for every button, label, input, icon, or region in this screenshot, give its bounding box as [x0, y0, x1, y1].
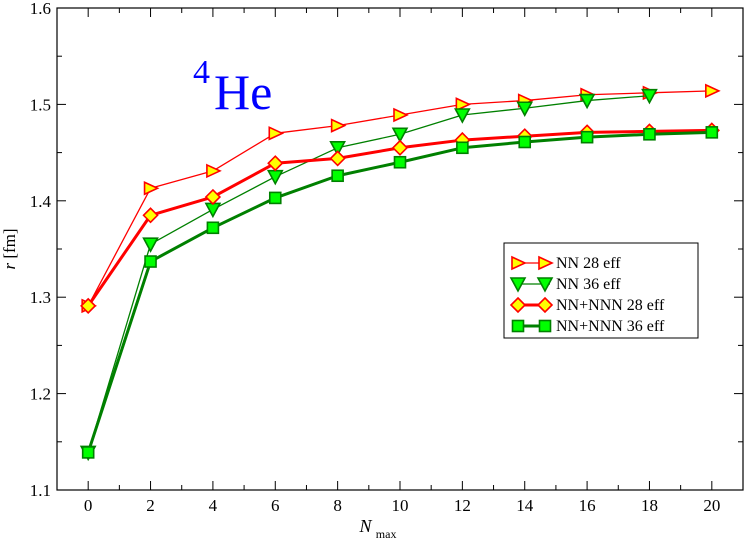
data-point — [267, 155, 284, 172]
legend-marker — [536, 296, 554, 314]
x-tick-label: 8 — [333, 496, 342, 515]
data-point — [456, 141, 469, 155]
legend: NN 28 eff NN 36 eff NN+NNN 28 eff NN+NNN 36… — [503, 242, 699, 339]
data-point — [518, 135, 532, 149]
y-axis-label-unit: [fm] — [0, 228, 19, 258]
data-point — [705, 83, 721, 99]
x-axis-label-sub: max — [376, 527, 397, 541]
x-tick-label: 20 — [703, 496, 720, 515]
legend-items: NN 28 eff NN 36 eff NN+NNN 28 eff NN+NNN 36… — [509, 255, 665, 335]
y-tick-label: 1.2 — [30, 385, 51, 404]
axis-ticks: 0 2 4 6 8 10 12 14 16 18 20 1.1 1.2 1.3 1.4 1.5 1.6 — [30, 0, 743, 515]
legend-entry: NN 28 eff — [511, 255, 621, 272]
data-point — [204, 202, 222, 219]
legend-label: NN+NNN 36 eff — [556, 318, 665, 335]
y-tick-label: 1.1 — [30, 481, 51, 500]
series-layer — [79, 83, 721, 462]
data-point — [455, 97, 472, 112]
data-point — [80, 297, 97, 315]
data-point — [516, 101, 534, 117]
x-tick-label: 14 — [516, 496, 534, 515]
y-tick-label: 1.6 — [30, 0, 51, 18]
data-point — [330, 118, 347, 133]
data-point — [391, 127, 409, 143]
data-point — [393, 107, 409, 123]
data-point — [578, 93, 596, 110]
data-point — [705, 126, 719, 139]
x-tick-label: 6 — [271, 496, 280, 515]
data-point — [268, 191, 282, 205]
data-point — [144, 255, 157, 268]
x-tick-label: 16 — [579, 496, 596, 515]
data-point — [580, 130, 594, 144]
element-symbol: He — [214, 64, 272, 120]
legend-marker — [538, 255, 554, 271]
legend-label: NN 28 eff — [556, 255, 621, 272]
x-tick-label: 2 — [146, 496, 155, 515]
legend-entry: NN+NNN 28 eff — [509, 296, 665, 314]
data-point — [329, 150, 346, 167]
series-line — [87, 95, 650, 453]
legend-marker — [511, 255, 527, 271]
legend-entry: NN 36 eff — [509, 276, 621, 293]
data-point — [206, 221, 220, 235]
y-tick-label: 1.5 — [30, 95, 51, 114]
legend-marker — [538, 319, 552, 333]
data-point — [266, 169, 284, 186]
element-annotation: 4 He — [193, 54, 272, 120]
y-axis-label: r [fm] — [0, 228, 19, 269]
data-point — [454, 108, 471, 124]
x-axis-label-main: N — [359, 516, 373, 536]
data-point — [204, 188, 222, 206]
legend-marker — [509, 277, 527, 293]
x-tick-label: 18 — [641, 496, 658, 515]
legend-label: NN 36 eff — [556, 276, 621, 293]
x-tick-label: 12 — [454, 496, 471, 515]
legend-label: NN+NNN 28 eff — [556, 297, 665, 314]
y-tick-label: 1.3 — [30, 288, 51, 307]
mass-number: 4 — [193, 54, 210, 91]
x-tick-label: 4 — [209, 496, 218, 515]
data-point — [641, 88, 658, 105]
series-4 — [81, 126, 719, 459]
data-point — [143, 181, 160, 196]
x-tick-label: 10 — [392, 496, 409, 515]
data-point — [391, 139, 409, 156]
data-point — [268, 126, 285, 141]
data-point — [142, 237, 159, 253]
x-axis-label: N max — [359, 516, 397, 541]
data-point — [331, 169, 344, 183]
series-3 — [80, 122, 720, 315]
x-tick-label: 0 — [84, 496, 93, 515]
data-point — [206, 163, 222, 179]
legend-marker — [509, 296, 527, 314]
data-point — [81, 446, 95, 459]
legend-marker — [511, 319, 525, 333]
data-point — [142, 207, 159, 224]
y-axis-label-symbol: r — [0, 263, 19, 270]
data-point — [329, 140, 346, 157]
legend-box — [503, 242, 699, 339]
data-point — [393, 155, 407, 169]
legend-entry: NN+NNN 36 eff — [511, 318, 665, 335]
data-point — [643, 127, 656, 141]
legend-marker — [536, 277, 554, 293]
y-tick-label: 1.4 — [30, 192, 52, 211]
